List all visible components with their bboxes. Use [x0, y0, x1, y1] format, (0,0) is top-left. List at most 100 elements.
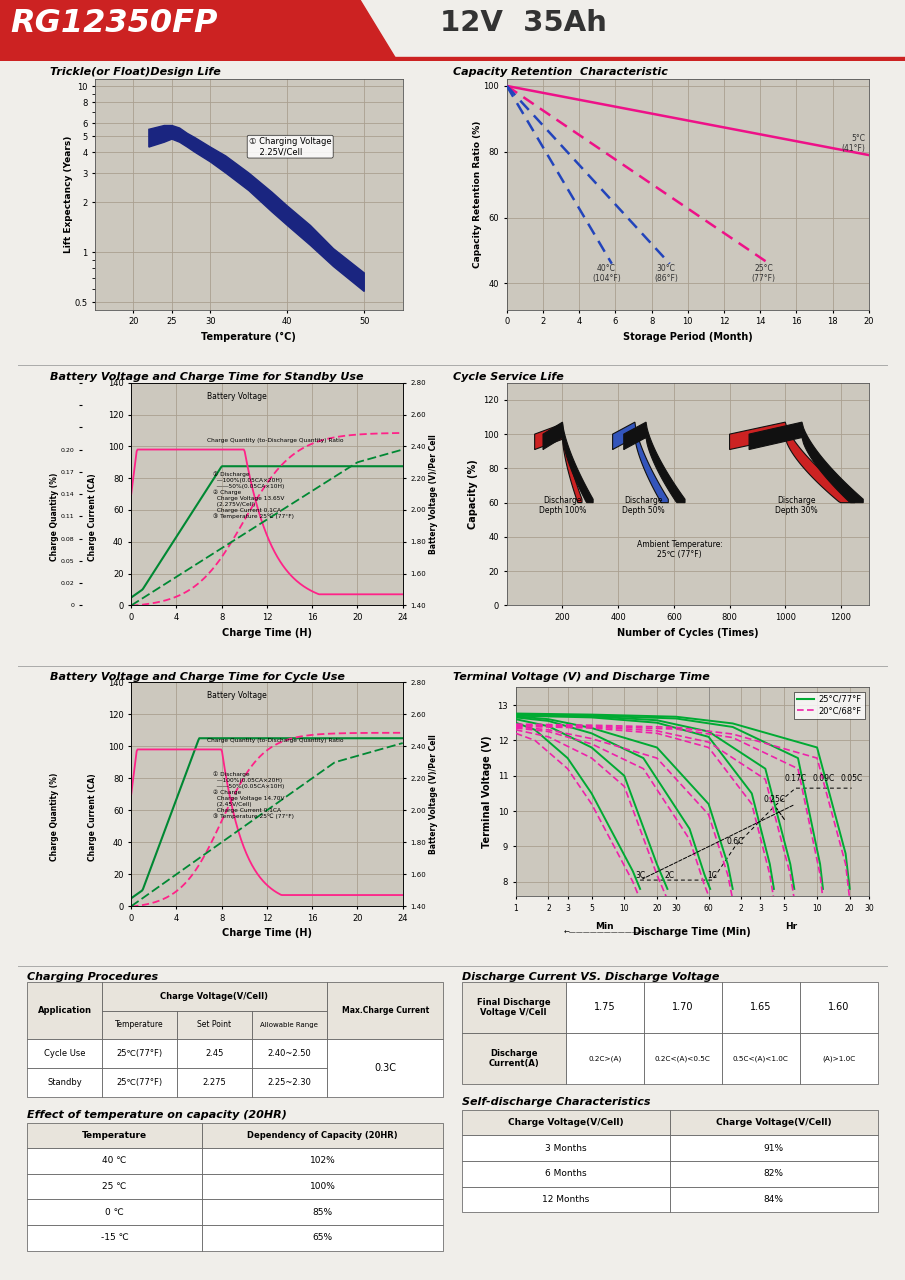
- Text: ←——————————←: ←——————————←: [563, 929, 645, 936]
- Bar: [252, 1068, 327, 1097]
- Text: Discharge
Depth 50%: Discharge Depth 50%: [622, 495, 664, 515]
- Text: Battery Voltage: Battery Voltage: [207, 691, 267, 700]
- Text: 1.65: 1.65: [750, 1002, 772, 1012]
- Bar: [670, 1135, 878, 1161]
- Bar: [800, 982, 878, 1033]
- Polygon shape: [729, 422, 855, 503]
- Bar: [177, 1039, 252, 1068]
- Text: Charge Quantity (%): Charge Quantity (%): [50, 773, 59, 861]
- Text: Final Discharge
Voltage V/Cell: Final Discharge Voltage V/Cell: [477, 997, 550, 1018]
- Polygon shape: [613, 422, 668, 503]
- Text: Trickle(or Float)Design Life: Trickle(or Float)Design Life: [50, 67, 221, 77]
- Text: 0.2C>(A): 0.2C>(A): [588, 1055, 621, 1062]
- Bar: [462, 1135, 670, 1161]
- Bar: [202, 1199, 443, 1225]
- Text: Cycle Use: Cycle Use: [43, 1050, 85, 1059]
- Bar: [202, 1225, 443, 1251]
- X-axis label: Number of Cycles (Times): Number of Cycles (Times): [617, 627, 758, 637]
- Bar: [102, 1039, 177, 1068]
- Bar: [722, 1033, 800, 1084]
- X-axis label: Temperature (°C): Temperature (°C): [202, 332, 296, 342]
- Text: ① Discharge
  —100%(0.05CA×20H)
  ――50%(0.05CA×10H)
② Charge
  Charge Voltage 13: ① Discharge —100%(0.05CA×20H) ――50%(0.05…: [213, 472, 294, 520]
- Bar: [670, 1161, 878, 1187]
- Text: 84%: 84%: [764, 1194, 784, 1204]
- Y-axis label: Battery Voltage (V)/Per Cell: Battery Voltage (V)/Per Cell: [429, 735, 438, 854]
- Bar: [177, 1068, 252, 1097]
- Text: Discharge
Current(A): Discharge Current(A): [488, 1048, 539, 1069]
- Bar: [202, 1174, 443, 1199]
- Bar: [643, 982, 722, 1033]
- Text: (A)>1.0C: (A)>1.0C: [823, 1055, 855, 1062]
- Bar: [27, 1199, 202, 1225]
- Text: Cycle Service Life: Cycle Service Life: [452, 372, 563, 383]
- Text: Application: Application: [38, 1006, 91, 1015]
- Text: 2.40~2.50: 2.40~2.50: [268, 1050, 311, 1059]
- Text: 0.2C<(A)<0.5C: 0.2C<(A)<0.5C: [655, 1055, 710, 1062]
- Text: Charge Voltage(V/Cell): Charge Voltage(V/Cell): [160, 992, 269, 1001]
- Text: Charge Voltage(V/Cell): Charge Voltage(V/Cell): [716, 1117, 832, 1128]
- Bar: [27, 1225, 202, 1251]
- Text: RG12350FP: RG12350FP: [10, 8, 217, 38]
- Text: 0.6C: 0.6C: [727, 837, 744, 846]
- Text: 102%: 102%: [310, 1156, 336, 1166]
- Bar: [643, 1033, 722, 1084]
- Text: Battery Voltage and Charge Time for Cycle Use: Battery Voltage and Charge Time for Cycl…: [50, 672, 345, 682]
- Bar: [27, 982, 102, 1039]
- Text: Discharge Current VS. Discharge Voltage: Discharge Current VS. Discharge Voltage: [462, 972, 719, 982]
- Text: 100%: 100%: [310, 1181, 336, 1192]
- Text: 1C: 1C: [708, 872, 718, 881]
- Text: 65%: 65%: [312, 1233, 333, 1243]
- Bar: [177, 1011, 252, 1039]
- Text: 1.75: 1.75: [594, 1002, 615, 1012]
- Bar: [462, 1110, 670, 1135]
- Text: 6 Months: 6 Months: [545, 1169, 586, 1179]
- Text: 3 Months: 3 Months: [545, 1143, 586, 1153]
- Polygon shape: [749, 422, 863, 503]
- Text: Set Point: Set Point: [197, 1020, 232, 1029]
- Text: Charge Voltage(V/Cell): Charge Voltage(V/Cell): [508, 1117, 624, 1128]
- Bar: [462, 1187, 670, 1212]
- Bar: [102, 982, 327, 1011]
- Text: 25℃(77°F): 25℃(77°F): [117, 1078, 163, 1087]
- Text: Dependency of Capacity (20HR): Dependency of Capacity (20HR): [247, 1130, 398, 1140]
- Text: 5°C
(41°F): 5°C (41°F): [842, 134, 865, 154]
- Bar: [27, 1174, 202, 1199]
- Text: 25℃(77°F): 25℃(77°F): [117, 1050, 163, 1059]
- Text: 1.70: 1.70: [672, 1002, 693, 1012]
- Y-axis label: Lift Expectancy (Years): Lift Expectancy (Years): [64, 136, 73, 253]
- Polygon shape: [0, 0, 395, 58]
- Text: Battery Voltage and Charge Time for Standby Use: Battery Voltage and Charge Time for Stan…: [50, 372, 363, 383]
- Text: Charge Quantity (to-Discharge Quantity) Ratio: Charge Quantity (to-Discharge Quantity) …: [207, 739, 344, 744]
- Bar: [327, 982, 443, 1039]
- Bar: [102, 1011, 177, 1039]
- Text: 85%: 85%: [312, 1207, 333, 1217]
- Text: Charging Procedures: Charging Procedures: [27, 972, 158, 982]
- Text: Charge Current (CA): Charge Current (CA): [88, 474, 97, 561]
- Bar: [202, 1148, 443, 1174]
- Text: 30°C
(86°F): 30°C (86°F): [654, 264, 678, 283]
- Y-axis label: Terminal Voltage (V): Terminal Voltage (V): [482, 736, 492, 847]
- Text: Discharge
Depth 30%: Discharge Depth 30%: [775, 495, 818, 515]
- Bar: [800, 1033, 878, 1084]
- Text: 2.45: 2.45: [205, 1050, 224, 1059]
- Text: Hr: Hr: [786, 923, 797, 932]
- Text: Temperature: Temperature: [115, 1020, 164, 1029]
- Text: Standby: Standby: [47, 1078, 82, 1087]
- Bar: [252, 1011, 327, 1039]
- Text: 2.25~2.30: 2.25~2.30: [268, 1078, 311, 1087]
- Text: Ambient Temperature:
25℃ (77°F): Ambient Temperature: 25℃ (77°F): [636, 540, 722, 559]
- Text: Max.Charge Current: Max.Charge Current: [341, 1006, 429, 1015]
- Text: -15 ℃: -15 ℃: [100, 1233, 129, 1243]
- Text: Charge Current (CA): Charge Current (CA): [88, 773, 97, 861]
- Polygon shape: [149, 125, 364, 292]
- Polygon shape: [624, 422, 685, 503]
- Bar: [252, 1039, 327, 1068]
- Bar: [327, 1039, 443, 1097]
- X-axis label: Discharge Time (Min): Discharge Time (Min): [634, 927, 751, 937]
- Bar: [202, 1123, 443, 1148]
- Text: 91%: 91%: [764, 1143, 784, 1153]
- Bar: [670, 1110, 878, 1135]
- Legend: 25°C/77°F, 20°C/68°F: 25°C/77°F, 20°C/68°F: [794, 691, 864, 718]
- X-axis label: Charge Time (H): Charge Time (H): [222, 627, 312, 637]
- Text: 40 ℃: 40 ℃: [102, 1156, 127, 1166]
